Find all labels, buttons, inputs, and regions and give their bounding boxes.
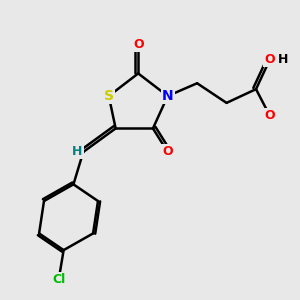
Text: H: H [278,53,289,66]
Text: O: O [264,53,275,66]
Text: S: S [104,89,114,103]
Text: O: O [133,38,143,50]
Text: O: O [264,109,275,122]
Text: O: O [162,146,173,158]
Text: Cl: Cl [52,273,65,286]
Text: N: N [162,89,173,103]
Text: H: H [72,146,82,158]
Text: O: O [264,53,275,66]
